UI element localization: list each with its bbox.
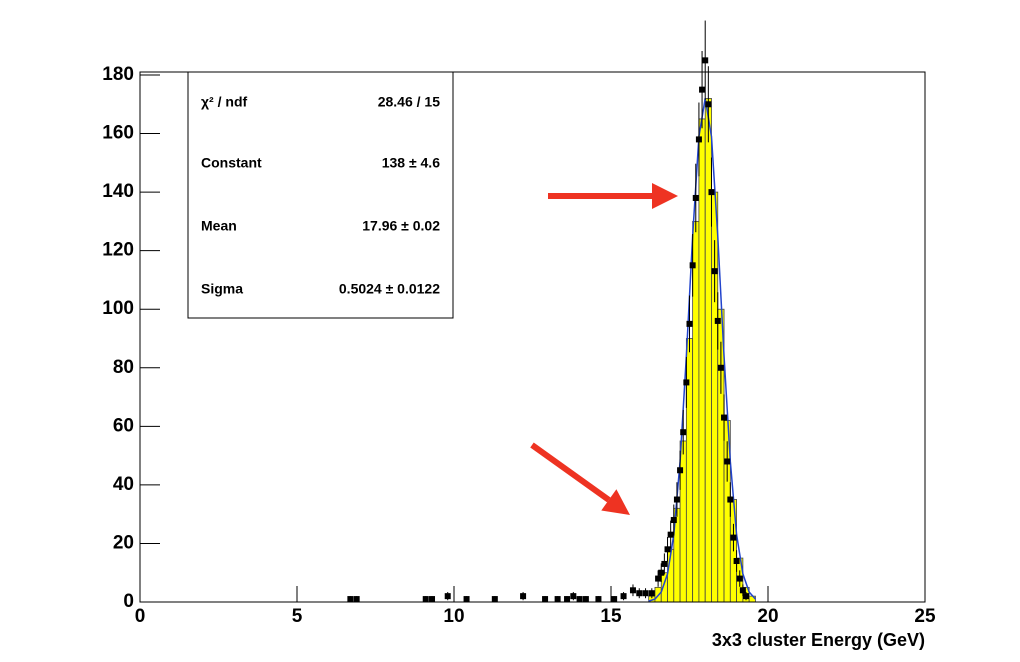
data-point xyxy=(422,596,429,603)
data-point xyxy=(727,496,734,503)
data-point xyxy=(648,590,655,597)
x-tick-label: 0 xyxy=(135,606,146,627)
data-point xyxy=(699,86,706,93)
data-point xyxy=(658,569,665,576)
data-point xyxy=(670,517,677,524)
data-point xyxy=(347,596,354,603)
y-tick-label: 60 xyxy=(113,415,134,436)
stat-value: 28.46 / 15 xyxy=(378,94,440,110)
data-point xyxy=(595,596,602,603)
histogram-bar xyxy=(679,440,687,603)
data-point xyxy=(717,364,724,371)
data-point xyxy=(661,560,668,567)
histogram-bar xyxy=(685,338,694,603)
data-point xyxy=(714,317,721,324)
x-tick-label: 15 xyxy=(600,606,622,627)
data-point xyxy=(683,379,690,386)
stat-value: 138 ± 4.6 xyxy=(382,155,440,171)
data-point xyxy=(730,534,737,541)
x-tick-label: 20 xyxy=(757,606,778,627)
y-tick-label: 180 xyxy=(102,64,134,85)
data-point xyxy=(702,57,709,64)
stat-label: Constant xyxy=(201,155,262,171)
data-point xyxy=(629,587,636,594)
x-tick-label: 25 xyxy=(914,606,936,627)
data-point xyxy=(582,596,589,603)
x-tick-label: 10 xyxy=(443,606,464,627)
data-point xyxy=(673,496,680,503)
data-point xyxy=(576,596,583,603)
plot-frame xyxy=(139,71,926,603)
data-point xyxy=(353,596,360,603)
data-point xyxy=(721,414,728,421)
data-point xyxy=(695,136,702,143)
data-point xyxy=(677,467,684,474)
data-point xyxy=(711,268,718,275)
data-point xyxy=(554,596,561,603)
y-tick-label: 20 xyxy=(113,532,134,553)
data-point xyxy=(689,262,696,269)
histogram-bar xyxy=(704,98,712,603)
y-tick-label: 40 xyxy=(113,474,134,495)
arrow-shaft xyxy=(530,442,611,503)
stat-value: 0.5024 ± 0.0122 xyxy=(339,281,440,297)
stats-box xyxy=(187,71,454,319)
data-point xyxy=(611,596,618,603)
data-point xyxy=(667,531,674,538)
arrow-head xyxy=(601,489,630,515)
y-tick-label: 100 xyxy=(102,298,134,319)
data-point xyxy=(542,596,549,603)
data-point xyxy=(686,320,693,327)
data-point xyxy=(655,575,662,582)
x-tick-label: 5 xyxy=(292,606,303,627)
x-axis-label: 3x3 cluster Energy (GeV) xyxy=(712,630,925,650)
stat-label: Mean xyxy=(201,218,237,234)
arrow-head xyxy=(652,183,678,209)
histogram-bar xyxy=(698,118,706,603)
data-point xyxy=(491,596,498,603)
stat-value: 17.96 ± 0.02 xyxy=(362,218,440,234)
data-point xyxy=(570,593,577,600)
y-tick-label: 120 xyxy=(102,240,134,261)
data-point xyxy=(620,593,627,600)
y-tick-label: 160 xyxy=(102,123,134,144)
data-point xyxy=(705,101,712,108)
data-point xyxy=(664,546,671,553)
y-tick-label: 140 xyxy=(102,181,134,202)
data-point xyxy=(429,596,436,603)
data-point xyxy=(520,593,527,600)
data-point xyxy=(463,596,470,603)
stat-label: Sigma xyxy=(201,281,243,297)
y-tick-label: 80 xyxy=(113,357,134,378)
y-tick-label: 0 xyxy=(123,591,134,612)
histogram-bar xyxy=(692,220,700,603)
data-point xyxy=(692,194,699,201)
data-point xyxy=(636,590,643,597)
data-point xyxy=(642,590,649,597)
data-point xyxy=(739,587,746,594)
data-point xyxy=(736,575,743,582)
stat-label: χ² / ndf xyxy=(201,94,247,110)
data-point xyxy=(708,189,715,196)
data-point xyxy=(743,593,750,600)
data-point xyxy=(680,429,687,436)
data-point xyxy=(444,593,451,600)
data-point xyxy=(724,458,731,465)
data-point xyxy=(733,558,740,565)
data-point xyxy=(564,596,571,603)
